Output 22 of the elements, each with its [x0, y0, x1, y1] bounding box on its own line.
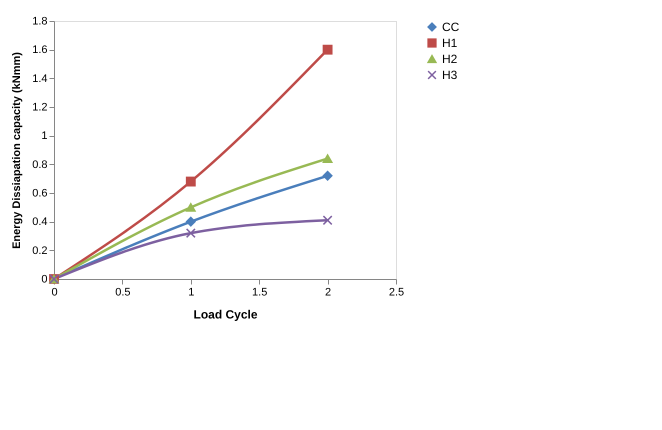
legend-label: H1 — [442, 36, 458, 50]
x-axis-title: Load Cycle — [193, 308, 258, 322]
x-tick-label: 1.5 — [252, 286, 268, 298]
y-tick-label: 0.8 — [32, 158, 48, 171]
y-tick-label: 1 — [41, 130, 48, 142]
y-tick-label: 0 — [41, 274, 48, 286]
x-tick-label: 0 — [51, 286, 58, 298]
x-tick-label: 2.5 — [388, 286, 404, 298]
legend-label: CC — [442, 20, 460, 34]
y-tick-label: 0.4 — [32, 216, 48, 228]
x-tick-label: 0.5 — [115, 286, 131, 298]
y-tick-label: 0.2 — [32, 244, 48, 257]
legend-label: H2 — [442, 52, 458, 66]
y-tick-label: 1.8 — [32, 16, 48, 28]
y-axis-title: Energy Dissiapation capacity (kNmm) — [11, 52, 24, 249]
y-tick-label: 1.4 — [32, 72, 48, 85]
x-tick-label: 1 — [188, 286, 194, 298]
y-tick-label: 1.2 — [32, 102, 48, 114]
legend-label: H3 — [442, 68, 458, 82]
y-tick-label: 0.6 — [32, 188, 48, 200]
x-tick-label: 2 — [325, 286, 332, 298]
y-tick-label: 1.6 — [32, 44, 48, 56]
